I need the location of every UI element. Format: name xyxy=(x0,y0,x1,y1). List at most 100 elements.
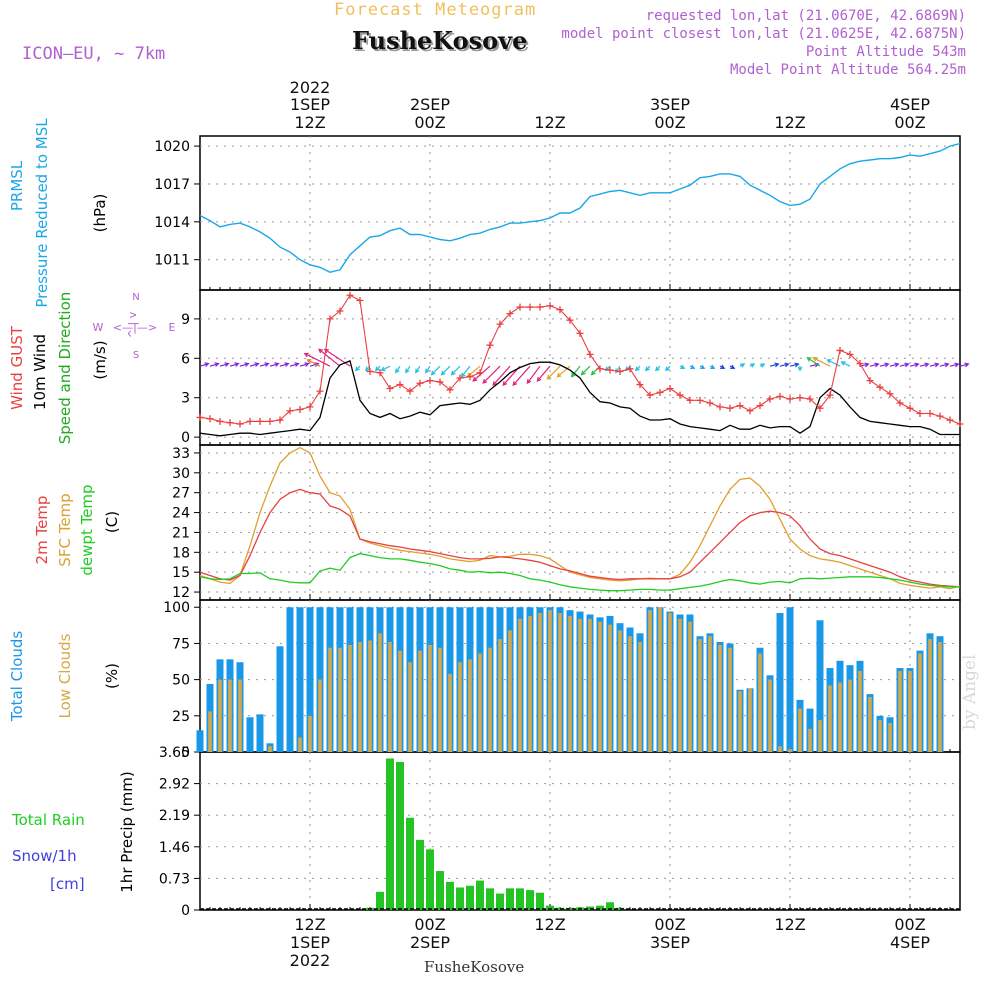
wind-gust-point-marker xyxy=(456,374,464,382)
low-clouds-bar xyxy=(758,653,762,752)
wind-gust-point-marker xyxy=(766,395,774,403)
wind-gust-point-marker xyxy=(536,303,544,311)
temp-unit-label: (C) xyxy=(103,511,121,533)
wind-vector-arrow xyxy=(909,363,919,367)
temperature-ytick-label: 15 xyxy=(172,565,190,581)
low-clouds-bar xyxy=(518,618,522,752)
wind-vector-arrowhead xyxy=(364,366,370,372)
clouds-ytick-label: 100 xyxy=(163,600,190,616)
rain-bar xyxy=(466,885,474,910)
compass-h-label: <—|—> xyxy=(113,321,157,334)
pressure-ytick-label: 1020 xyxy=(154,139,190,155)
wind-gust-point-marker xyxy=(356,297,364,305)
pressure-label-msl: Pressure Reduced to MSL xyxy=(33,118,51,308)
top-axis-hour-label: 00Z xyxy=(414,113,445,132)
precip-ytick-label: 2.92 xyxy=(159,777,190,793)
low-clouds-bar xyxy=(798,708,802,752)
wind-vector-arrow xyxy=(769,363,779,367)
wind-vector-arrow xyxy=(324,348,351,367)
wind-gust-point-marker xyxy=(816,404,824,412)
wind-gust-point-marker xyxy=(236,420,244,428)
wind-vector-arrowhead xyxy=(502,381,508,387)
low-clouds-bar xyxy=(218,679,222,752)
pressure-unit-label: (hPa) xyxy=(91,194,109,233)
wind-gust-point-marker xyxy=(716,403,724,411)
top-axis-date-label: 1SEP xyxy=(290,95,330,114)
wind-vector-arrowhead xyxy=(826,359,832,364)
wind-gust-point-marker xyxy=(826,391,834,399)
compass-v-label: ^ | v xyxy=(126,311,139,338)
rain-bar xyxy=(416,839,424,910)
pressure-ytick-label: 1014 xyxy=(154,215,190,231)
low-clouds-bar xyxy=(538,613,542,752)
wind-gust-point-marker xyxy=(226,419,234,427)
wind-vector-arrowhead xyxy=(254,362,260,367)
temp-label-sfc: SFC Temp xyxy=(56,493,74,566)
wind-gust-point-marker xyxy=(466,373,474,381)
wind-vector-arrow xyxy=(841,361,851,367)
low-clouds-bar xyxy=(348,644,352,752)
wind-vector-arrow xyxy=(279,363,289,367)
title-small: Forecast Meteogram xyxy=(334,0,537,20)
wind-vector-arrowhead xyxy=(690,364,696,370)
precip-label-cm: [cm] xyxy=(50,875,85,893)
temp-label-dewpt: dewpt Temp xyxy=(78,484,96,575)
wind-vector-arrowhead xyxy=(570,372,576,378)
rain-bar xyxy=(426,849,434,910)
precip-ytick-label: 0 xyxy=(181,903,190,919)
temperature-ytick-label: 27 xyxy=(172,486,190,502)
wind-gust-point-marker xyxy=(576,329,584,337)
low-clouds-bar xyxy=(908,670,912,752)
wind-ytick-label: 3 xyxy=(181,391,190,407)
wind-vector-arrowhead xyxy=(914,362,920,368)
wind-vector-arrow xyxy=(259,363,269,367)
wind-vector-arrowhead xyxy=(264,362,270,367)
wind-gust-point-marker xyxy=(876,383,884,391)
wind-vector-arrowhead xyxy=(536,376,542,382)
rain-bar xyxy=(596,905,604,910)
bottom-axis-hour-label: 00Z xyxy=(414,915,445,934)
rain-bar xyxy=(536,892,544,910)
low-clouds-bar xyxy=(918,653,922,752)
clouds-unit-label: (%) xyxy=(103,663,121,689)
footer-location: FusheKosove xyxy=(424,958,525,976)
point-altitude: Point Altitude 543m xyxy=(805,44,966,60)
low-clouds-bar xyxy=(498,639,502,752)
rain-bar xyxy=(476,880,484,910)
wind-vector-arrowhead xyxy=(634,366,640,372)
low-clouds-bar xyxy=(328,647,332,752)
wind-gust-point-marker xyxy=(796,394,804,402)
low-clouds-bar xyxy=(458,662,462,752)
wind-gust-point-marker xyxy=(506,310,514,318)
total-clouds-bar xyxy=(256,714,264,752)
wind-gust-point-marker xyxy=(906,404,914,412)
top-axis-hour-label: 12Z xyxy=(774,113,805,132)
low-clouds-bar xyxy=(838,682,842,752)
wind-vector-arrowhead xyxy=(214,362,220,367)
wind-vector-arrowhead xyxy=(840,361,846,366)
wind-gust-point-marker xyxy=(526,303,534,311)
wind-vector-arrow xyxy=(536,365,551,382)
wind-gust-point-marker xyxy=(296,406,304,414)
low-clouds-bar xyxy=(658,607,662,752)
temperature-ytick-label: 18 xyxy=(172,545,190,561)
low-clouds-bar xyxy=(528,615,532,752)
wind-gust-point-marker xyxy=(196,413,204,421)
wind-gust-point-marker xyxy=(566,316,574,324)
wind-vector-arrow xyxy=(557,365,571,378)
wind-vector-arrow xyxy=(199,363,209,367)
wind-gust-point-marker xyxy=(326,315,334,323)
wind-vector-arrowhead xyxy=(415,368,420,374)
wind-vector-arrowhead xyxy=(894,362,900,368)
pressure-series-line xyxy=(199,142,961,274)
bottom-axis-date-label: 4SEP xyxy=(890,933,930,952)
wind-vector-arrowhead xyxy=(784,362,790,368)
wind-vector-arrow xyxy=(209,363,219,367)
bottom-axis-hour-label: 00Z xyxy=(654,915,685,934)
wind-vector-arrow xyxy=(571,365,581,378)
wind-vector-arrowhead xyxy=(204,362,210,367)
wind-gust-point-marker xyxy=(206,415,214,423)
low-clouds-bar xyxy=(888,723,892,752)
low-clouds-bar xyxy=(858,670,862,752)
low-clouds-bar xyxy=(298,737,302,752)
